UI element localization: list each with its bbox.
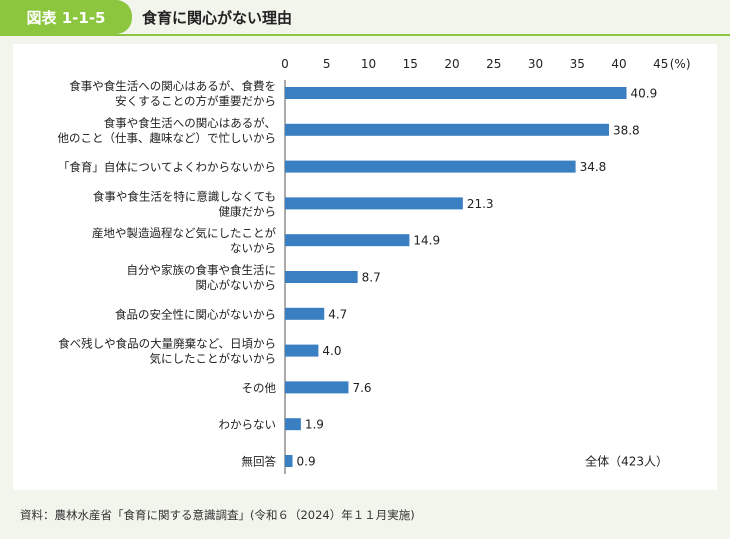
bar-value-label: 1.9 <box>305 418 324 432</box>
category-label-line: 他のこと（仕事、趣味など）で忙しいから <box>58 131 277 145</box>
bar <box>285 87 627 99</box>
category-label-line: ないから <box>230 241 276 255</box>
category-label-line: 関心がないから <box>196 278 277 292</box>
x-tick-label: 30 <box>528 57 543 71</box>
category-label-line: わからない <box>219 418 277 432</box>
bar-value-label: 21.3 <box>467 197 494 211</box>
x-tick-label: 5 <box>323 57 331 71</box>
source-note: 資料：農林水産省「食育に関する意識調査」(令和６（2024）年１１月実施) <box>20 508 415 522</box>
category-label-line: 「食育」自体についてよくわからないから <box>58 160 276 174</box>
category-label-line: 食事や食生活への関心はあるが、 <box>104 116 276 130</box>
bar <box>285 344 319 357</box>
bar-value-label: 34.8 <box>580 160 607 174</box>
category-label-line: 食べ残しや食品の大量廃棄など、日頃から <box>58 337 276 351</box>
bar-value-label: 0.9 <box>297 455 316 469</box>
x-tick-label: 10 <box>361 57 376 71</box>
x-unit-label: (%) <box>670 57 691 71</box>
bar-value-label: 8.7 <box>362 271 381 285</box>
category-label: 食事や食生活を特に意識しなくても健康だから <box>93 189 276 218</box>
bar-value-label: 40.9 <box>631 87 658 101</box>
category-label: その他 <box>242 381 277 395</box>
bar <box>285 307 325 320</box>
category-label-line: 産地や製造過程など気にしたことが <box>92 226 276 240</box>
category-label: 無回答 <box>242 455 277 469</box>
bar <box>285 418 301 431</box>
bar-value-label: 4.0 <box>322 344 341 358</box>
bar-value-label: 38.8 <box>613 123 640 137</box>
category-label-line: 自分や家族の食事や食生活に <box>127 263 277 277</box>
bar <box>285 271 358 283</box>
x-tick-label: 20 <box>444 57 459 71</box>
bar <box>285 160 576 173</box>
category-label: 食品の安全性に関心がないから <box>115 307 276 321</box>
category-label-line: 気にしたことがないから <box>150 352 277 366</box>
bar <box>285 123 609 136</box>
category-label-line: 食事や食生活を特に意識しなくても <box>93 189 276 203</box>
category-label-line: 食事や食生活への関心はあるが、食費を <box>69 79 276 93</box>
bar <box>285 381 349 394</box>
category-label-line: 無回答 <box>242 455 277 469</box>
bar <box>285 234 410 247</box>
bar <box>285 455 293 467</box>
category-label: 食事や食生活への関心はあるが、他のこと（仕事、趣味など）で忙しいから <box>58 116 277 145</box>
category-label: 食事や食生活への関心はあるが、食費を安くすることの方が重要だから <box>69 79 276 108</box>
bar-value-label: 4.7 <box>328 307 347 321</box>
x-tick-label: 25 <box>486 57 501 71</box>
category-label: 「食育」自体についてよくわからないから <box>58 160 276 174</box>
figure-number-tag: 図表 1-1-5 <box>0 0 132 34</box>
category-label-line: その他 <box>242 381 277 395</box>
category-label: わからない <box>219 418 277 432</box>
x-tick-label: 40 <box>611 57 626 71</box>
category-label: 食べ残しや食品の大量廃棄など、日頃から気にしたことがないから <box>58 337 276 366</box>
total-respondents-label: 全体（423人） <box>585 454 668 469</box>
figure-header: 図表 1-1-5 食育に関心がない理由 <box>0 0 730 34</box>
x-tick-label: 0 <box>281 57 289 71</box>
category-label-line: 健康だから <box>219 204 277 218</box>
figure-title: 食育に関心がない理由 <box>142 8 293 27</box>
bar <box>285 197 463 210</box>
bar-value-label: 7.6 <box>352 381 371 395</box>
category-label-line: 安くすることの方が重要だから <box>115 94 276 108</box>
header-divider <box>0 34 730 36</box>
x-tick-label: 15 <box>403 57 418 71</box>
category-label: 自分や家族の食事や食生活に関心がないから <box>127 263 277 292</box>
category-label: 産地や製造過程など気にしたことがないから <box>92 226 276 255</box>
chart-panel <box>13 44 717 490</box>
category-label-line: 食品の安全性に関心がないから <box>115 307 276 321</box>
bar-value-label: 14.9 <box>413 234 440 248</box>
x-tick-label: 35 <box>570 57 585 71</box>
x-tick-label: 45 <box>653 57 668 71</box>
